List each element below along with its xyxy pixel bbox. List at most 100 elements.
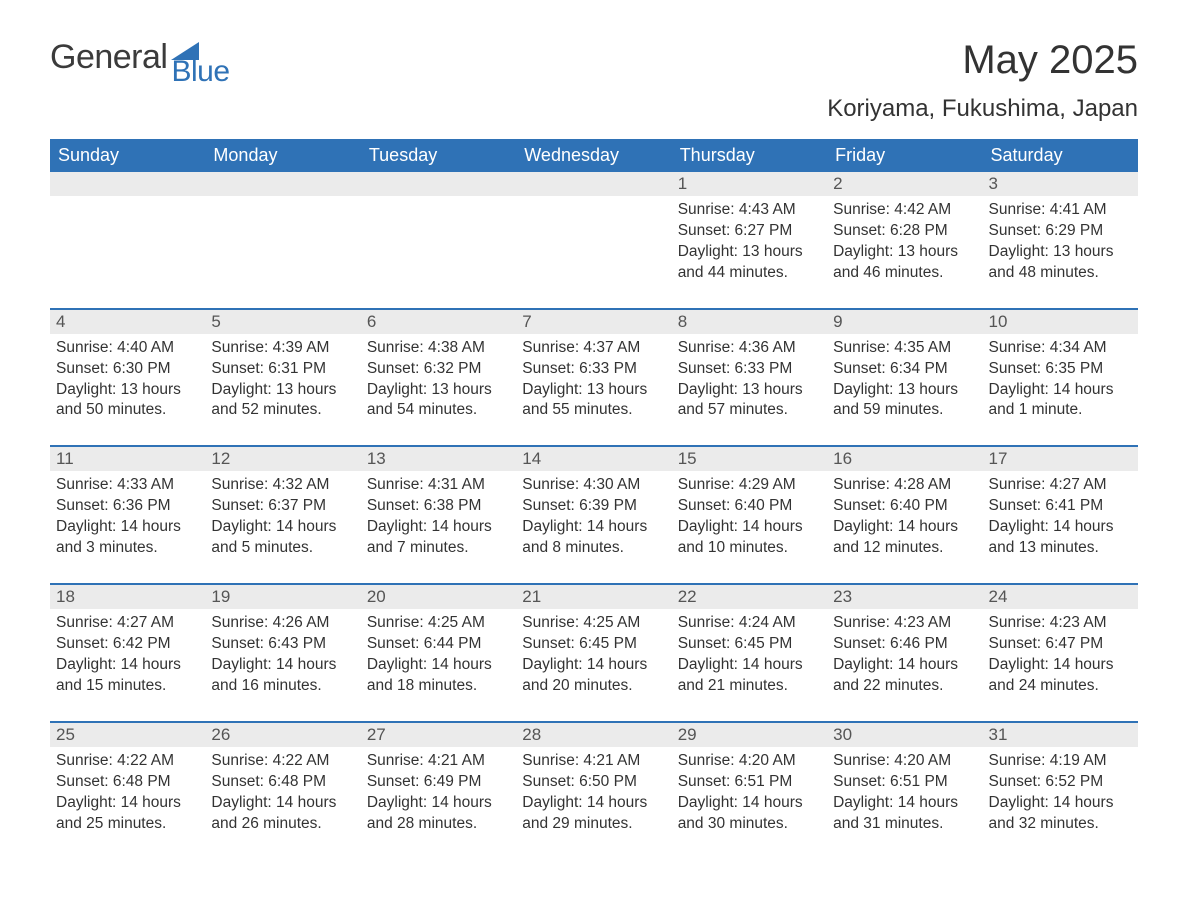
- day-sunset: Sunset: 6:51 PM: [833, 772, 976, 793]
- day-body: Sunrise: 4:27 AMSunset: 6:42 PMDaylight:…: [50, 609, 205, 721]
- logo-word2: Blue: [171, 58, 229, 85]
- day-body: Sunrise: 4:24 AMSunset: 6:45 PMDaylight:…: [672, 609, 827, 721]
- day-day1: Daylight: 14 hours: [678, 655, 821, 676]
- day-sunset: Sunset: 6:48 PM: [211, 772, 354, 793]
- day-day1: Daylight: 13 hours: [678, 242, 821, 263]
- day-sunrise: Sunrise: 4:25 AM: [367, 613, 510, 634]
- day-body: Sunrise: 4:41 AMSunset: 6:29 PMDaylight:…: [983, 196, 1138, 308]
- weekday-header: Saturday: [983, 139, 1138, 172]
- day-body-empty: [516, 196, 671, 304]
- day-sunset: Sunset: 6:41 PM: [989, 496, 1132, 517]
- day-body: Sunrise: 4:28 AMSunset: 6:40 PMDaylight:…: [827, 471, 982, 583]
- day-number: 4: [50, 310, 205, 334]
- day-body: Sunrise: 4:22 AMSunset: 6:48 PMDaylight:…: [205, 747, 360, 859]
- location-label: Koriyama, Fukushima, Japan: [50, 95, 1138, 123]
- calendar-cell: 30Sunrise: 4:20 AMSunset: 6:51 PMDayligh…: [827, 722, 982, 859]
- day-body: Sunrise: 4:42 AMSunset: 6:28 PMDaylight:…: [827, 196, 982, 308]
- calendar-cell: 5Sunrise: 4:39 AMSunset: 6:31 PMDaylight…: [205, 309, 360, 447]
- day-day2: and 1 minute.: [989, 400, 1132, 421]
- calendar-page: General Blue May 2025 Koriyama, Fukushim…: [0, 0, 1188, 918]
- day-sunset: Sunset: 6:31 PM: [211, 359, 354, 380]
- calendar-cell: 8Sunrise: 4:36 AMSunset: 6:33 PMDaylight…: [672, 309, 827, 447]
- day-day1: Daylight: 13 hours: [367, 380, 510, 401]
- calendar-cell: 27Sunrise: 4:21 AMSunset: 6:49 PMDayligh…: [361, 722, 516, 859]
- day-sunset: Sunset: 6:33 PM: [678, 359, 821, 380]
- calendar-cell: [516, 172, 671, 309]
- day-number: 28: [516, 723, 671, 747]
- day-number: 9: [827, 310, 982, 334]
- calendar-cell: 4Sunrise: 4:40 AMSunset: 6:30 PMDaylight…: [50, 309, 205, 447]
- day-body: Sunrise: 4:38 AMSunset: 6:32 PMDaylight:…: [361, 334, 516, 446]
- day-day1: Daylight: 14 hours: [833, 655, 976, 676]
- day-body: Sunrise: 4:29 AMSunset: 6:40 PMDaylight:…: [672, 471, 827, 583]
- day-day2: and 20 minutes.: [522, 676, 665, 697]
- day-number: 15: [672, 447, 827, 471]
- day-sunset: Sunset: 6:50 PM: [522, 772, 665, 793]
- logo: General Blue: [50, 40, 230, 85]
- day-sunrise: Sunrise: 4:27 AM: [989, 475, 1132, 496]
- day-sunrise: Sunrise: 4:26 AM: [211, 613, 354, 634]
- day-sunrise: Sunrise: 4:37 AM: [522, 338, 665, 359]
- day-day2: and 15 minutes.: [56, 676, 199, 697]
- weekday-header: Thursday: [672, 139, 827, 172]
- day-day1: Daylight: 13 hours: [989, 242, 1132, 263]
- day-sunset: Sunset: 6:44 PM: [367, 634, 510, 655]
- calendar-cell: [205, 172, 360, 309]
- day-body: Sunrise: 4:25 AMSunset: 6:44 PMDaylight:…: [361, 609, 516, 721]
- day-body: Sunrise: 4:30 AMSunset: 6:39 PMDaylight:…: [516, 471, 671, 583]
- day-sunset: Sunset: 6:39 PM: [522, 496, 665, 517]
- day-day1: Daylight: 14 hours: [522, 655, 665, 676]
- day-number: 19: [205, 585, 360, 609]
- day-sunset: Sunset: 6:28 PM: [833, 221, 976, 242]
- day-day1: Daylight: 13 hours: [833, 242, 976, 263]
- day-day2: and 8 minutes.: [522, 538, 665, 559]
- day-number: 23: [827, 585, 982, 609]
- day-body: Sunrise: 4:40 AMSunset: 6:30 PMDaylight:…: [50, 334, 205, 446]
- day-day2: and 55 minutes.: [522, 400, 665, 421]
- day-day2: and 16 minutes.: [211, 676, 354, 697]
- day-day2: and 28 minutes.: [367, 814, 510, 835]
- calendar-cell: [50, 172, 205, 309]
- day-number-empty: [205, 172, 360, 196]
- day-body: Sunrise: 4:39 AMSunset: 6:31 PMDaylight:…: [205, 334, 360, 446]
- day-sunrise: Sunrise: 4:33 AM: [56, 475, 199, 496]
- day-day1: Daylight: 13 hours: [56, 380, 199, 401]
- day-day1: Daylight: 14 hours: [833, 517, 976, 538]
- day-body: Sunrise: 4:34 AMSunset: 6:35 PMDaylight:…: [983, 334, 1138, 446]
- calendar-cell: 14Sunrise: 4:30 AMSunset: 6:39 PMDayligh…: [516, 446, 671, 584]
- day-number: 31: [983, 723, 1138, 747]
- day-day2: and 48 minutes.: [989, 263, 1132, 284]
- day-sunset: Sunset: 6:51 PM: [678, 772, 821, 793]
- day-sunrise: Sunrise: 4:23 AM: [833, 613, 976, 634]
- calendar-cell: 26Sunrise: 4:22 AMSunset: 6:48 PMDayligh…: [205, 722, 360, 859]
- day-number: 22: [672, 585, 827, 609]
- day-sunset: Sunset: 6:29 PM: [989, 221, 1132, 242]
- day-day2: and 13 minutes.: [989, 538, 1132, 559]
- day-day1: Daylight: 14 hours: [833, 793, 976, 814]
- day-day2: and 12 minutes.: [833, 538, 976, 559]
- calendar-cell: 2Sunrise: 4:42 AMSunset: 6:28 PMDaylight…: [827, 172, 982, 309]
- calendar-cell: 13Sunrise: 4:31 AMSunset: 6:38 PMDayligh…: [361, 446, 516, 584]
- day-day2: and 18 minutes.: [367, 676, 510, 697]
- day-body: Sunrise: 4:25 AMSunset: 6:45 PMDaylight:…: [516, 609, 671, 721]
- day-number: 3: [983, 172, 1138, 196]
- day-sunrise: Sunrise: 4:36 AM: [678, 338, 821, 359]
- day-sunrise: Sunrise: 4:23 AM: [989, 613, 1132, 634]
- day-body: Sunrise: 4:21 AMSunset: 6:50 PMDaylight:…: [516, 747, 671, 859]
- day-day1: Daylight: 14 hours: [522, 793, 665, 814]
- day-sunset: Sunset: 6:34 PM: [833, 359, 976, 380]
- calendar-row: 18Sunrise: 4:27 AMSunset: 6:42 PMDayligh…: [50, 584, 1138, 722]
- day-body: Sunrise: 4:22 AMSunset: 6:48 PMDaylight:…: [50, 747, 205, 859]
- day-day2: and 26 minutes.: [211, 814, 354, 835]
- day-number: 17: [983, 447, 1138, 471]
- day-number: 7: [516, 310, 671, 334]
- day-day1: Daylight: 14 hours: [367, 655, 510, 676]
- calendar-cell: 23Sunrise: 4:23 AMSunset: 6:46 PMDayligh…: [827, 584, 982, 722]
- day-number: 18: [50, 585, 205, 609]
- calendar-cell: 7Sunrise: 4:37 AMSunset: 6:33 PMDaylight…: [516, 309, 671, 447]
- calendar-table: Sunday Monday Tuesday Wednesday Thursday…: [50, 139, 1138, 858]
- day-body: Sunrise: 4:32 AMSunset: 6:37 PMDaylight:…: [205, 471, 360, 583]
- day-number: 30: [827, 723, 982, 747]
- weekday-header: Monday: [205, 139, 360, 172]
- day-sunset: Sunset: 6:36 PM: [56, 496, 199, 517]
